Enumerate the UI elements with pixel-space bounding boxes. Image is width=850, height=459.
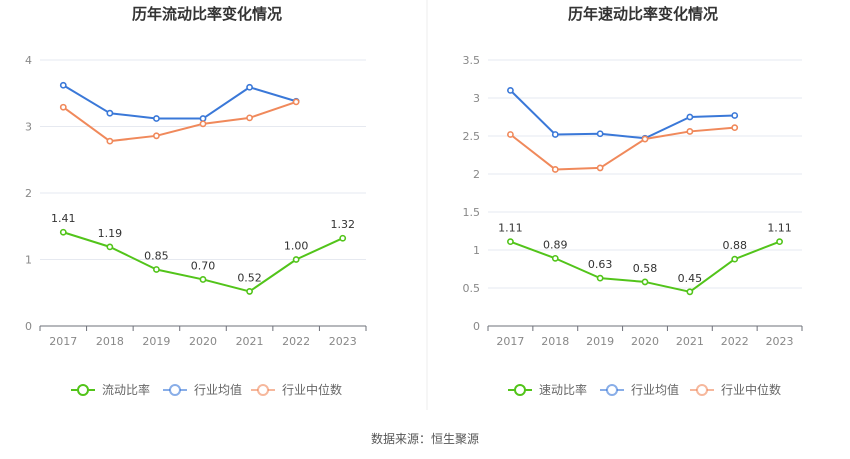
chart-title: 历年速动比率变化情况 — [568, 5, 718, 23]
data-source-note: 数据来源：恒生聚源 — [370, 432, 479, 446]
data-point — [686, 288, 694, 296]
y-tick-label: 1.5 — [463, 206, 481, 219]
data-label: 1.11 — [498, 222, 523, 235]
data-label: 0.58 — [633, 262, 658, 275]
y-tick-label: 3 — [25, 121, 32, 134]
data-point — [153, 115, 160, 122]
x-tick-label: 2019 — [586, 335, 614, 348]
series-line — [62, 100, 297, 143]
y-tick-label: 0 — [25, 320, 32, 333]
y-tick-label: 0 — [473, 320, 480, 333]
x-tick-label: 2020 — [189, 335, 217, 348]
data-label: 0.89 — [543, 238, 568, 251]
data-point — [641, 278, 649, 286]
data-point — [731, 255, 739, 263]
data-point — [106, 109, 114, 117]
data-point — [339, 234, 347, 242]
data-point — [59, 81, 67, 89]
y-tick-label: 2 — [25, 187, 32, 200]
data-label: 1.11 — [767, 222, 792, 235]
x-tick-label: 2019 — [142, 335, 170, 348]
data-point — [507, 131, 514, 138]
data-point — [776, 238, 783, 246]
data-point — [59, 228, 67, 236]
data-point — [507, 238, 514, 246]
data-point — [292, 98, 300, 106]
data-label: 1.19 — [98, 227, 123, 240]
legend-label: 流动比率 — [102, 382, 150, 397]
data-point — [596, 274, 604, 282]
data-point — [551, 131, 559, 138]
data-point — [641, 135, 649, 143]
x-tick-label: 2022 — [721, 335, 749, 348]
x-tick-label: 2023 — [766, 335, 794, 348]
chart-title: 历年流动比率变化情况 — [132, 5, 282, 23]
data-point — [199, 115, 207, 122]
data-point — [153, 132, 160, 140]
y-tick-label: 2.5 — [463, 130, 481, 143]
x-tick-label: 2018 — [96, 335, 124, 348]
y-tick-label: 2 — [473, 168, 480, 181]
data-label: 1.41 — [51, 212, 76, 225]
data-point — [507, 87, 514, 94]
data-point — [551, 166, 559, 173]
data-label: 1.32 — [330, 218, 355, 231]
data-point — [551, 254, 559, 262]
legend-label: 行业均值 — [631, 382, 679, 397]
legend-label: 行业均值 — [194, 382, 242, 397]
data-label: 0.70 — [191, 259, 216, 272]
chart-panel-1: 历年流动比率变化情况 0 1 2 3 4 2017 2018 2019 2020 2021 2022 2… — [25, 5, 367, 397]
data-point — [731, 124, 739, 132]
chart-panel-2: 历年速动比率变化情况 0 0.5 1 1.5 2 2.5 3 3.5 2017 2018 2019 20… — [463, 5, 803, 397]
legend-label: 速动比率 — [539, 382, 587, 397]
data-point — [246, 83, 253, 91]
data-point — [246, 288, 253, 295]
legend-label: 行业中位数 — [282, 382, 342, 397]
x-tick-label: 2017 — [49, 335, 77, 348]
data-point — [596, 130, 604, 138]
charts-canvas: 历年流动比率变化情况 0 1 2 3 4 2017 2018 2019 2020 2021 2022 2… — [25, 0, 803, 410]
data-point — [596, 164, 604, 172]
legend-marker — [169, 384, 181, 396]
data-point — [292, 256, 300, 263]
data-label: 0.45 — [678, 272, 703, 285]
y-tick-label: 3.5 — [463, 54, 481, 67]
x-tick-label: 2017 — [496, 335, 524, 348]
data-point — [199, 120, 207, 128]
data-point — [59, 103, 67, 111]
y-tick-label: 1 — [473, 244, 480, 257]
data-label: 0.88 — [722, 239, 747, 252]
data-point — [106, 243, 114, 251]
data-point — [246, 114, 253, 122]
data-point — [731, 112, 739, 119]
series-line — [509, 89, 735, 140]
legend-label: 行业中位数 — [721, 382, 781, 397]
series-line — [62, 84, 297, 120]
x-tick-label: 2021 — [676, 335, 704, 348]
data-label: 0.85 — [144, 249, 169, 262]
x-tick-label: 2023 — [329, 335, 357, 348]
y-tick-label: 4 — [25, 54, 32, 67]
data-label: 0.52 — [237, 271, 262, 284]
data-point — [686, 113, 694, 121]
legend-marker — [696, 384, 708, 396]
x-tick-label: 2022 — [282, 335, 310, 348]
data-point — [153, 266, 160, 273]
legend-marker — [514, 384, 526, 396]
x-tick-label: 2018 — [541, 335, 569, 348]
legend-marker — [77, 384, 89, 396]
data-point — [106, 137, 114, 145]
y-tick-label: 0.5 — [463, 282, 481, 295]
x-tick-label: 2021 — [236, 335, 264, 348]
y-tick-label: 3 — [473, 92, 480, 105]
data-point — [686, 128, 694, 135]
data-label: 0.63 — [588, 258, 613, 271]
data-label: 1.00 — [284, 240, 309, 253]
y-tick-label: 1 — [25, 254, 32, 267]
x-tick-label: 2020 — [631, 335, 659, 348]
legend-marker — [257, 384, 269, 396]
series-line — [509, 126, 735, 171]
legend-marker — [606, 384, 618, 396]
data-point — [199, 276, 207, 283]
